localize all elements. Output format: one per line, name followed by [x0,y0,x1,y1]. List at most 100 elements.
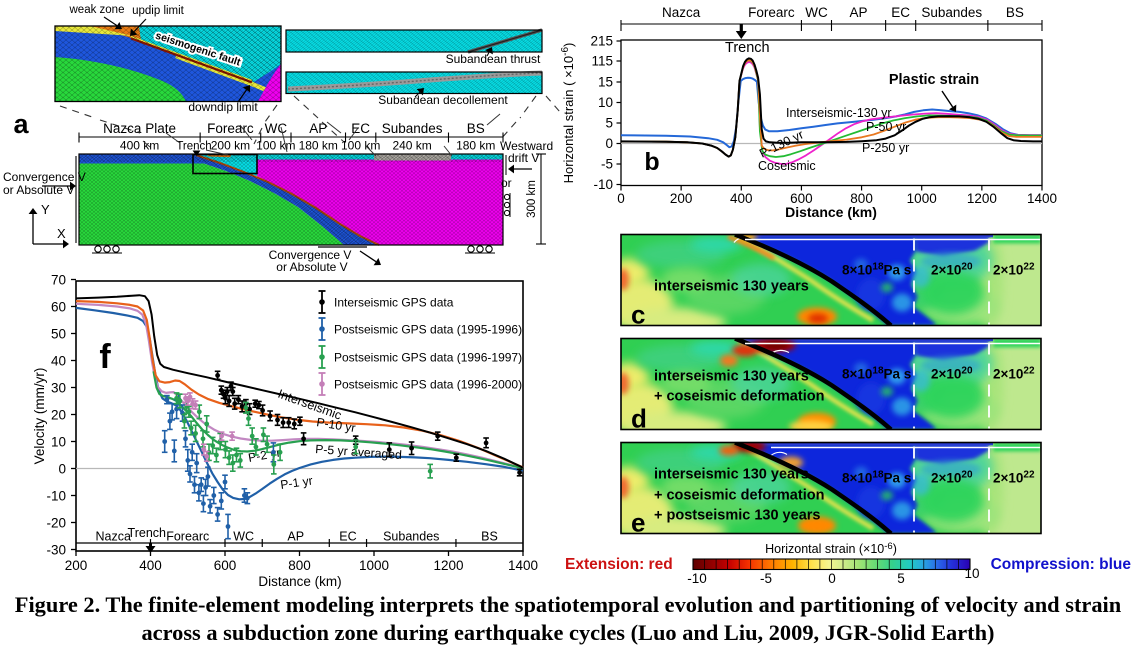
svg-text:P-50 yr: P-50 yr [866,120,906,134]
svg-text:5: 5 [897,571,905,586]
svg-text:EC: EC [351,121,370,136]
svg-text:Nazca Plate: Nazca Plate [103,121,176,136]
svg-text:-5: -5 [601,157,613,172]
svg-text:e: e [631,508,645,538]
svg-text:1000: 1000 [359,558,389,573]
svg-text:or Absolute V: or Absolute V [276,260,347,274]
svg-text:10: 10 [964,566,979,581]
svg-text:215: 215 [590,34,613,49]
svg-text:Trench: Trench [128,526,166,540]
svg-text:60: 60 [51,300,66,315]
svg-text:f: f [99,338,111,376]
svg-text:1200: 1200 [433,558,463,573]
svg-text:Compression: blue: Compression: blue [991,556,1132,573]
svg-text:downdip limit: downdip limit [188,100,258,114]
svg-text:400: 400 [139,558,162,573]
svg-text:600: 600 [214,558,237,573]
svg-text:EC: EC [339,530,356,544]
svg-text:d: d [631,404,647,434]
svg-text:AP: AP [309,121,327,136]
svg-text:-30: -30 [46,543,66,558]
svg-text:a: a [13,109,29,139]
svg-text:Postseismic GPS data (1996-200: Postseismic GPS data (1996-2000) [334,378,522,392]
svg-text:interseismic 130 years: interseismic 130 years [654,467,809,483]
svg-text:or Absolute V: or Absolute V [3,183,74,197]
svg-text:WC: WC [233,530,254,544]
svg-text:0: 0 [58,462,66,477]
svg-text:Subandean decollement: Subandean decollement [378,93,508,107]
svg-text:Interseismic-130 yr: Interseismic-130 yr [786,106,892,120]
svg-text:240 km: 240 km [392,139,431,153]
svg-text:200: 200 [670,191,693,206]
svg-text:Interseismic GPS data: Interseismic GPS data [334,296,454,310]
svg-text:Forearc: Forearc [748,5,795,20]
svg-text:Trench: Trench [176,141,211,153]
svg-text:0: 0 [828,571,836,586]
svg-text:WC: WC [265,121,288,136]
svg-text:updip limit: updip limit [132,5,185,17]
svg-text:100 km: 100 km [256,139,295,153]
svg-text:Convergence V: Convergence V [3,170,86,184]
svg-text:100 km: 100 km [341,139,380,153]
svg-text:Subandes: Subandes [382,121,443,136]
svg-text:weak zone: weak zone [69,4,125,16]
svg-text:Subandean thrust: Subandean thrust [446,52,541,66]
svg-text:EC: EC [891,5,910,20]
svg-text:Nazca: Nazca [662,5,701,20]
svg-text:P-10 yr: P-10 yr [316,415,357,435]
svg-text:BS: BS [1006,5,1024,20]
svg-text:1400: 1400 [1027,191,1057,206]
svg-text:Forearc: Forearc [207,121,254,136]
svg-text:10: 10 [598,95,613,110]
svg-text:-5: -5 [760,571,772,586]
svg-text:Forearc: Forearc [166,530,209,544]
svg-text:P-250 yr: P-250 yr [862,141,909,155]
svg-text:-10: -10 [46,489,66,504]
svg-text:Nazca: Nazca [96,530,131,544]
svg-text:70: 70 [51,273,66,288]
svg-text:Coseismic: Coseismic [758,159,816,173]
svg-text:800: 800 [850,191,873,206]
svg-text:0: 0 [617,191,625,206]
svg-text:Subandes: Subandes [383,530,439,544]
svg-text:1400: 1400 [508,558,538,573]
svg-text:-10: -10 [593,177,613,192]
svg-text:BS: BS [481,530,498,544]
svg-text:+ coseismic deformation: + coseismic deformation [654,488,824,504]
svg-text:X: X [57,226,66,241]
svg-text:15: 15 [598,75,613,90]
svg-text:Distance (km): Distance (km) [258,574,341,589]
svg-text:Trench: Trench [725,40,770,56]
svg-text:200 km: 200 km [211,139,250,153]
svg-text:400 km: 400 km [120,139,159,153]
svg-text:Postseismic GPS data (1995-199: Postseismic GPS data (1995-1996) [334,323,522,337]
svg-text:8×1018Pa s: 8×1018Pa s [842,366,911,382]
svg-text:+ coseismic deformation: + coseismic deformation [654,389,824,405]
svg-text:8×1018Pa s: 8×1018Pa s [842,470,911,486]
svg-text:180 km: 180 km [456,139,495,153]
svg-text:10: 10 [51,435,66,450]
svg-text:115: 115 [591,54,613,69]
svg-text:20: 20 [51,408,66,423]
svg-text:Plastic strain: Plastic strain [889,72,979,88]
svg-text:Subandes: Subandes [921,5,982,20]
svg-text:200: 200 [65,558,88,573]
svg-text:800: 800 [288,558,311,573]
svg-text:-10: -10 [687,571,707,586]
svg-text:c: c [631,300,645,330]
svg-text:180 km: 180 km [299,139,338,153]
svg-text:-20: -20 [46,516,66,531]
svg-text:1200: 1200 [967,191,997,206]
svg-text:AP: AP [287,530,304,544]
svg-text:600: 600 [790,191,813,206]
svg-text:40: 40 [51,354,66,369]
svg-text:drift V: drift V [508,151,539,165]
svg-text:300 km: 300 km [526,180,538,218]
svg-text:AP: AP [850,5,868,20]
svg-text:Westward: Westward [500,139,553,153]
svg-text:P-1 yr: P-1 yr [279,474,313,492]
svg-text:1000: 1000 [907,191,937,206]
svg-text:WC: WC [805,5,828,20]
svg-text:Horizontal strain (×10-6): Horizontal strain (×10-6) [765,541,897,556]
svg-text:BS: BS [467,121,485,136]
